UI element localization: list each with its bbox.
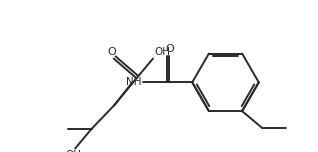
Text: NH: NH — [126, 77, 141, 87]
Text: OH: OH — [155, 47, 170, 57]
Text: O: O — [107, 47, 116, 57]
Text: O: O — [165, 45, 174, 54]
Text: OH: OH — [66, 150, 81, 152]
